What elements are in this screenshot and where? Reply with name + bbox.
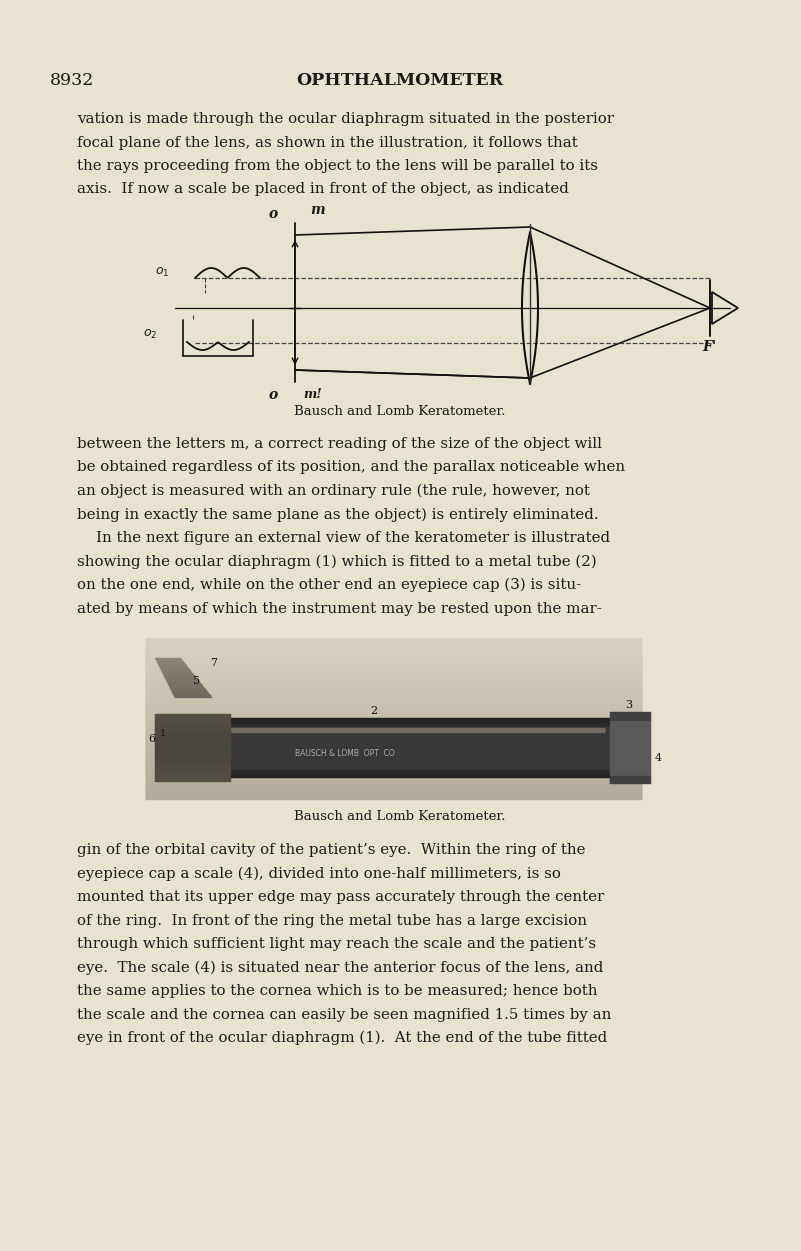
Text: Bausch and Lomb Keratometer.: Bausch and Lomb Keratometer.	[294, 405, 505, 418]
Text: eye in front of the ocular diaphragm (1).  At the end of the tube fitted: eye in front of the ocular diaphragm (1)…	[77, 1031, 607, 1046]
Text: of the ring.  In front of the ring the metal tube has a large excision: of the ring. In front of the ring the me…	[77, 913, 587, 927]
Text: $o_1$: $o_1$	[155, 266, 169, 279]
Text: $o_2$: $o_2$	[143, 328, 157, 342]
Text: Bausch and Lomb Keratometer.: Bausch and Lomb Keratometer.	[294, 809, 505, 823]
Text: through which sufficient light may reach the scale and the patient’s: through which sufficient light may reach…	[77, 937, 596, 951]
Text: an object is measured with an ordinary rule (the rule, however, not: an object is measured with an ordinary r…	[77, 484, 590, 498]
Text: focal plane of the lens, as shown in the illustration, it follows that: focal plane of the lens, as shown in the…	[77, 135, 578, 150]
Text: o: o	[268, 388, 278, 402]
Text: mounted that its upper edge may pass accurately through the center: mounted that its upper edge may pass acc…	[77, 889, 604, 904]
Text: the scale and the cornea can easily be seen magnified 1.5 times by an: the scale and the cornea can easily be s…	[77, 1007, 611, 1022]
Text: o: o	[268, 206, 278, 221]
Text: 6: 6	[148, 734, 155, 744]
Text: 5: 5	[193, 676, 200, 686]
Text: m: m	[310, 203, 324, 216]
Text: BAUSCH & LOMB  OPT  CO: BAUSCH & LOMB OPT CO	[295, 749, 395, 758]
Text: eye.  The scale (4) is situated near the anterior focus of the lens, and: eye. The scale (4) is situated near the …	[77, 961, 603, 975]
Text: 7: 7	[210, 658, 217, 668]
Text: 3: 3	[625, 701, 632, 711]
Text: 2: 2	[370, 706, 377, 716]
Text: between the letters m, a correct reading of the size of the object will: between the letters m, a correct reading…	[77, 437, 602, 452]
Text: the same applies to the cornea which is to be measured; hence both: the same applies to the cornea which is …	[77, 985, 598, 998]
Text: the rays proceeding from the object to the lens will be parallel to its: the rays proceeding from the object to t…	[77, 159, 598, 173]
Text: axis.  If now a scale be placed in front of the object, as indicated: axis. If now a scale be placed in front …	[77, 183, 569, 196]
Text: In the next figure an external view of the keratometer is illustrated: In the next figure an external view of t…	[77, 530, 610, 545]
Text: m!: m!	[303, 388, 322, 402]
Text: on the one end, while on the other end an eyepiece cap (3) is situ-: on the one end, while on the other end a…	[77, 578, 581, 593]
Text: 4: 4	[655, 753, 662, 763]
Text: OPHTHALMOMETER: OPHTHALMOMETER	[296, 73, 504, 89]
Text: ated by means of which the instrument may be rested upon the mar-: ated by means of which the instrument ma…	[77, 602, 602, 615]
Text: being in exactly the same plane as the object) is entirely eliminated.: being in exactly the same plane as the o…	[77, 508, 598, 522]
Text: 1: 1	[160, 729, 167, 738]
Text: be obtained regardless of its position, and the parallax noticeable when: be obtained regardless of its position, …	[77, 460, 625, 474]
Text: showing the ocular diaphragm (1) which is fitted to a metal tube (2): showing the ocular diaphragm (1) which i…	[77, 554, 597, 569]
Text: gin of the orbital cavity of the patient’s eye.  Within the ring of the: gin of the orbital cavity of the patient…	[77, 843, 586, 857]
Text: 8932: 8932	[50, 73, 95, 89]
Text: eyepiece cap a scale (4), divided into one-half millimeters, is so: eyepiece cap a scale (4), divided into o…	[77, 867, 561, 881]
Text: vation is made through the ocular diaphragm situated in the posterior: vation is made through the ocular diaphr…	[77, 113, 614, 126]
Text: F': F'	[702, 340, 716, 354]
